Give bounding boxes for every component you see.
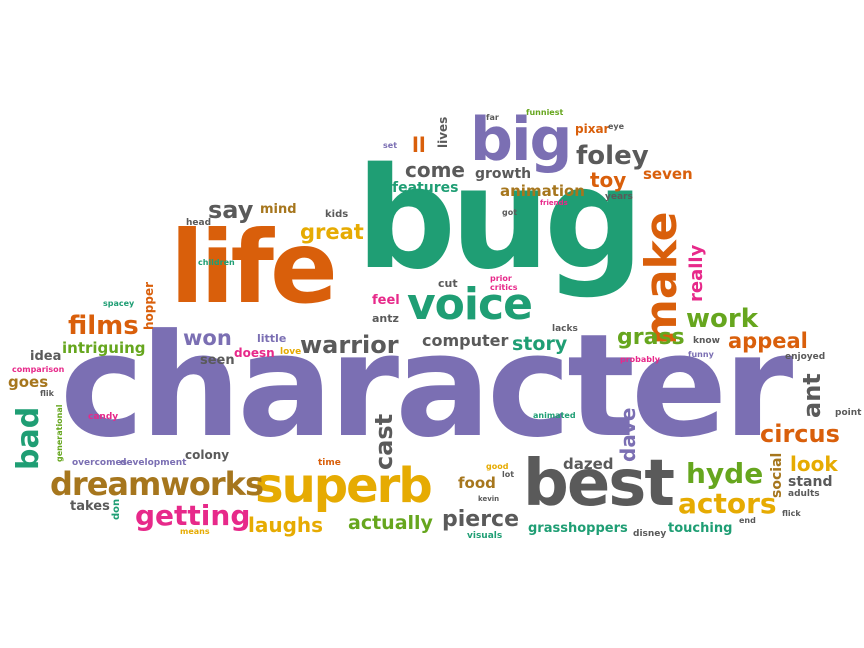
word-voice: voice xyxy=(407,279,533,330)
word-big: big xyxy=(470,105,572,175)
word-stand: stand xyxy=(788,474,833,490)
word-films: films xyxy=(68,311,139,341)
word-funny: funny xyxy=(688,350,714,359)
word-growth: growth xyxy=(475,166,532,182)
word-work: work xyxy=(686,304,758,334)
word-goes: goes xyxy=(8,373,49,391)
word-bad: bad xyxy=(11,406,46,470)
word-friends: friends xyxy=(540,199,568,207)
word-warrior: warrior xyxy=(300,331,399,359)
word-don: don xyxy=(111,498,122,520)
word-lives: lives xyxy=(436,116,450,148)
word-overcomes: overcomes xyxy=(72,458,127,468)
word-means: means xyxy=(180,527,210,536)
word-good: good xyxy=(486,462,509,471)
word-mind: mind xyxy=(260,202,297,217)
word-know: know xyxy=(693,336,720,346)
word-colony: colony xyxy=(185,448,230,462)
word-cut: cut xyxy=(438,277,458,290)
word-takes: takes xyxy=(70,499,110,514)
word-actors: actors xyxy=(678,487,777,520)
word-look: look xyxy=(790,452,838,476)
word-adults: adults xyxy=(788,489,820,499)
word-lacks: lacks xyxy=(552,324,578,334)
word-feel: feel xyxy=(372,293,400,308)
word-hopper: hopper xyxy=(142,281,156,330)
word-doesn: doesn xyxy=(234,346,275,360)
word-seven: seven xyxy=(643,165,693,183)
word-flick: flick xyxy=(782,509,801,518)
word-antz: antz xyxy=(372,312,399,325)
word-candy: candy xyxy=(88,412,119,422)
word-animation: animation xyxy=(500,182,585,200)
word-seen: seen xyxy=(200,353,235,368)
word-flik: flik xyxy=(40,389,54,398)
word-actually: actually xyxy=(348,512,433,534)
word-pixar: pixar xyxy=(575,122,610,136)
word-enjoyed: enjoyed xyxy=(785,352,826,362)
word-really: really xyxy=(686,244,707,302)
word-kevin: kevin xyxy=(478,495,500,503)
word-say: say xyxy=(208,196,254,224)
word-bug: bug xyxy=(356,138,644,301)
word-circus: circus xyxy=(760,420,840,448)
word-funniest: funniest xyxy=(526,108,564,117)
word-eye: eye xyxy=(608,122,625,131)
word-spacey: spacey xyxy=(103,299,135,308)
word-critics: critics xyxy=(490,283,518,292)
word-probably: probably xyxy=(620,355,660,364)
word-years: years xyxy=(605,192,633,202)
word-appeal: appeal xyxy=(728,329,808,353)
word-dreamworks: dreamworks xyxy=(50,465,264,503)
word-touching: touching xyxy=(668,521,733,536)
word-food: food xyxy=(458,474,496,492)
word-superb: superb xyxy=(255,458,433,514)
word-social: social xyxy=(769,452,785,498)
word-set: set xyxy=(383,141,398,150)
word-idea: idea xyxy=(30,349,62,364)
word-story: story xyxy=(512,333,568,355)
word-time: time xyxy=(318,458,341,468)
word-grasshoppers: grasshoppers xyxy=(528,521,628,536)
word-disney: disney xyxy=(633,529,667,539)
word-computer: computer xyxy=(422,331,509,350)
word-getting: getting xyxy=(135,499,251,532)
word-dave: dave xyxy=(616,407,640,462)
word-animated: animated xyxy=(533,411,576,420)
word-love: love xyxy=(280,347,302,357)
word-ant: ant xyxy=(798,373,826,418)
word-end: end xyxy=(739,516,756,525)
word-ll: ll xyxy=(412,133,426,157)
word-dazed: dazed xyxy=(563,455,614,473)
word-development: development xyxy=(120,458,187,468)
word-prior: prior xyxy=(490,274,512,283)
word-visuals: visuals xyxy=(467,531,503,541)
word-cast: cast xyxy=(370,413,398,470)
word-intriguing: intriguing xyxy=(62,339,146,357)
word-laughs: laughs xyxy=(248,513,324,537)
word-far: far xyxy=(486,113,499,122)
word-comparison: comparison xyxy=(12,365,65,374)
word-little: little xyxy=(257,332,287,345)
word-features: features xyxy=(392,180,459,196)
word-come: come xyxy=(405,158,465,182)
word-best: best xyxy=(523,447,675,521)
word-great: great xyxy=(300,220,364,244)
word-head: head xyxy=(186,218,212,228)
word-foley: foley xyxy=(576,141,649,171)
word-got: got xyxy=(502,208,518,217)
word-lot: lot xyxy=(502,470,515,479)
word-grass: grass xyxy=(617,325,685,350)
word-kids: kids xyxy=(325,209,349,220)
word-hyde: hyde xyxy=(686,457,764,490)
word-pierce: pierce xyxy=(442,507,520,532)
word-children: children xyxy=(198,258,235,267)
word-life: life xyxy=(170,209,338,326)
word-generational: generational xyxy=(55,404,64,462)
word-point: point xyxy=(835,408,862,418)
word-toy: toy xyxy=(590,168,627,192)
word-won: won xyxy=(183,326,232,350)
word-character: character xyxy=(60,304,793,469)
